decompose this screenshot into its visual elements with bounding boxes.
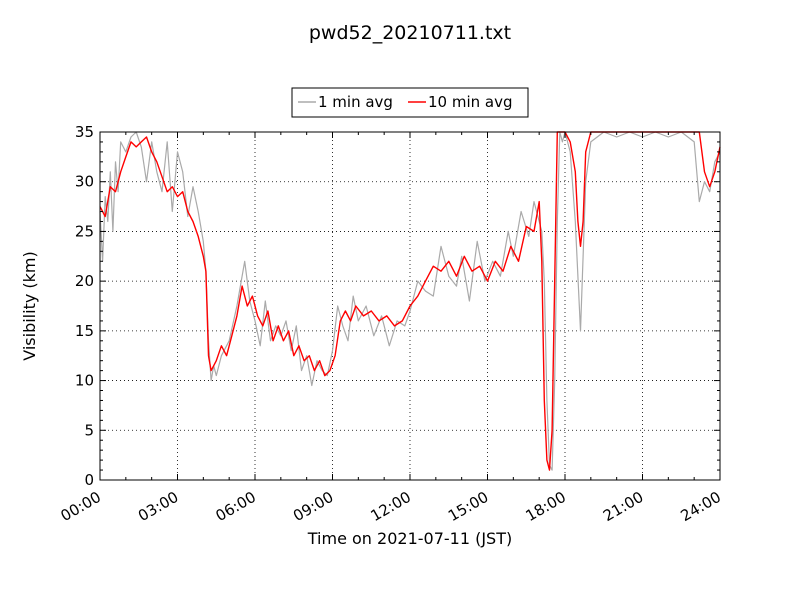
y-tick-label: 25 [75, 222, 94, 240]
y-tick-label: 0 [84, 471, 94, 489]
y-tick-label: 10 [75, 372, 94, 390]
plot-frame [99, 131, 721, 481]
x-axis-label: Time on 2021-07-11 (JST) [307, 529, 512, 548]
chart-title: pwd52_20210711.txt [309, 22, 511, 44]
legend: 1 min avg 10 min avg [291, 87, 529, 118]
y-tick-label: 20 [75, 272, 94, 290]
legend-label-1-min-avg: 1 min avg [318, 93, 393, 111]
legend-label-10-min-avg: 10 min avg [428, 93, 513, 111]
y-tick-label: 15 [75, 322, 94, 340]
series-line-10-min-avg [99, 131, 721, 471]
grid [100, 132, 720, 480]
y-axis-label: Visibility (km) [20, 251, 39, 360]
y-tick-label: 5 [84, 421, 94, 439]
y-tick-label: 35 [75, 123, 94, 141]
y-tick-label: 30 [75, 173, 94, 191]
